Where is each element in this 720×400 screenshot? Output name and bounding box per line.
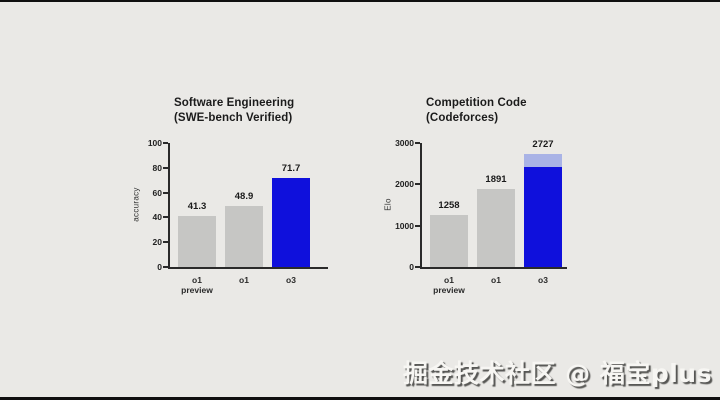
y-tick-mark bbox=[415, 266, 420, 268]
x-category-label: o3 bbox=[538, 275, 548, 285]
bar-o1-preview: 41.3 bbox=[178, 201, 216, 267]
y-tick-mark bbox=[163, 216, 168, 219]
plot-area: 41.3 48.9 71.7 bbox=[163, 142, 328, 269]
y-tick-label: 20 bbox=[152, 237, 162, 248]
bar-value-label: 1891 bbox=[485, 173, 507, 185]
watermark: 掘金技术社区 @ 福宝plus bbox=[402, 359, 712, 388]
bar-rect bbox=[272, 178, 310, 267]
y-tick-mark bbox=[163, 241, 168, 244]
chart-title: Competition Code (Codeforces) bbox=[426, 96, 600, 126]
y-axis-title: Elo bbox=[383, 198, 393, 211]
y-tick-label: 80 bbox=[152, 162, 162, 173]
y-tick-mark bbox=[163, 166, 168, 169]
chart-title-line1: Software Engineering bbox=[174, 97, 295, 109]
y-tick-label: 3000 bbox=[395, 138, 414, 148]
y-tick-label: 60 bbox=[152, 187, 162, 198]
chart-title: Software Engineering (SWE-bench Verified… bbox=[174, 96, 348, 126]
bar-rect bbox=[430, 215, 468, 267]
y-tick-mark bbox=[415, 224, 420, 227]
x-labels: o1 preview o1 o3 bbox=[170, 275, 348, 295]
chart-swe-bench: Software Engineering (SWE-bench Verified… bbox=[128, 96, 348, 295]
bar-rect bbox=[477, 188, 515, 267]
y-tick-label: 1000 bbox=[395, 220, 414, 231]
bottom-border bbox=[0, 397, 720, 400]
y-tick-mark bbox=[415, 183, 420, 186]
plot-area: 1258 1891 2727 bbox=[415, 139, 567, 269]
chart-title-line1: Competition Code bbox=[426, 97, 527, 109]
bar-rect bbox=[178, 215, 216, 267]
bar-o3: 2727 bbox=[524, 139, 562, 267]
y-axis-gutter: accuracy 0 20 40 60 80 100 bbox=[128, 138, 168, 272]
x-category-label: o1 preview bbox=[433, 275, 465, 295]
bar-o1: 1891 bbox=[477, 174, 515, 267]
chart-title-line2: (Codeforces) bbox=[426, 112, 499, 124]
bar-value-label: 2727 bbox=[532, 139, 554, 151]
y-tick-mark bbox=[163, 266, 168, 268]
bar-value-label: 41.3 bbox=[187, 200, 207, 212]
bar-segment bbox=[524, 154, 562, 167]
x-category-label: o1 bbox=[239, 275, 249, 285]
x-category-label: o3 bbox=[286, 275, 296, 285]
bar-value-label: 1258 bbox=[438, 200, 460, 212]
bar-value-label: 48.9 bbox=[234, 191, 254, 203]
y-tick-mark bbox=[415, 142, 420, 144]
bars: 1258 1891 2727 bbox=[422, 139, 567, 267]
y-axis-gutter: Elo 0 1000 2000 3000 bbox=[380, 138, 420, 272]
chart-codeforces: Competition Code (Codeforces) Elo 0 1000 2… bbox=[380, 96, 600, 295]
x-labels: o1 preview o1 o3 bbox=[422, 275, 600, 295]
chart-title-line2: (SWE-bench Verified) bbox=[174, 112, 293, 124]
x-category-label: o1 preview bbox=[181, 275, 213, 295]
bar-o3: 71.7 bbox=[272, 163, 310, 267]
y-tick-label: 0 bbox=[409, 262, 414, 272]
plot-row: Elo 0 1000 2000 3000 1258 1891 2727 bbox=[380, 138, 600, 272]
bar-rect bbox=[225, 206, 263, 267]
bar-value-label: 71.7 bbox=[281, 163, 301, 175]
y-tick-mark bbox=[163, 142, 168, 144]
x-category-label: o1 bbox=[491, 275, 501, 285]
bar-segment bbox=[524, 166, 562, 267]
bar-o1-preview: 1258 bbox=[430, 200, 468, 267]
bar-o1: 48.9 bbox=[225, 191, 263, 267]
y-axis-title: accuracy bbox=[131, 187, 141, 222]
y-tick-label: 2000 bbox=[395, 179, 414, 190]
y-tick-label: 40 bbox=[152, 212, 162, 223]
plot-row: accuracy 0 20 40 60 80 100 41.3 48.9 71.7 bbox=[128, 138, 348, 272]
bars: 41.3 48.9 71.7 bbox=[170, 143, 328, 267]
bar-rect bbox=[524, 154, 562, 267]
y-tick-label: 0 bbox=[157, 262, 162, 272]
y-tick-label: 100 bbox=[147, 138, 162, 148]
top-border bbox=[0, 0, 720, 2]
y-tick-mark bbox=[163, 191, 168, 194]
